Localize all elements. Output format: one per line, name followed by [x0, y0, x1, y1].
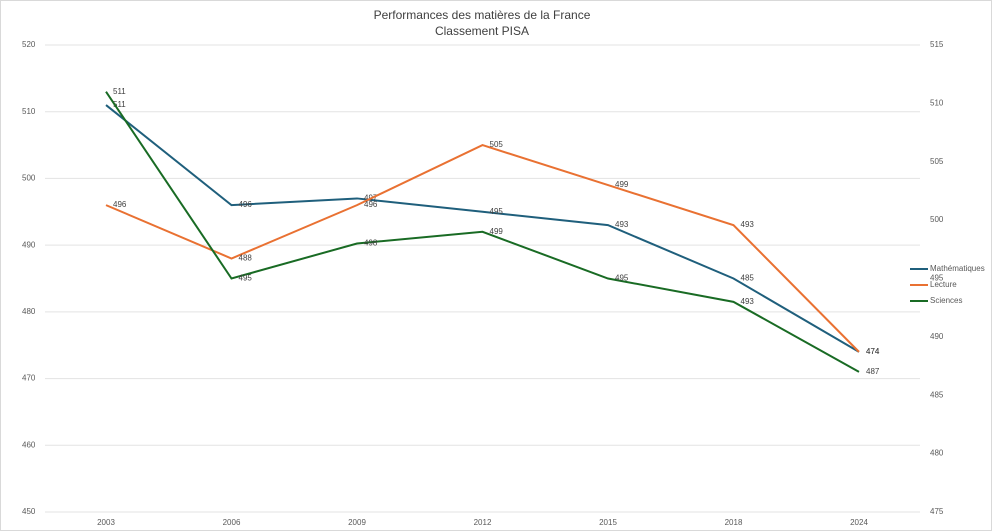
data-label: 495	[239, 274, 253, 283]
y-tick-label: 490	[22, 240, 36, 249]
data-label: 511	[113, 100, 126, 109]
y2-tick-label: 505	[930, 157, 944, 166]
data-label: 499	[490, 227, 504, 236]
x-tick-label: 2003	[97, 518, 115, 527]
y2-tick-label: 480	[930, 449, 944, 458]
y2-tick-label: 495	[930, 274, 944, 283]
data-label: 498	[364, 239, 378, 248]
data-label: 499	[615, 180, 629, 189]
x-tick-label: 2024	[850, 518, 868, 527]
data-label: 493	[615, 220, 629, 229]
chart-subtitle: Classement PISA	[435, 24, 529, 38]
y-tick-label: 480	[22, 307, 36, 316]
y2-tick-label: 485	[930, 390, 944, 399]
x-tick-label: 2018	[725, 518, 743, 527]
y-tick-label: 450	[22, 507, 36, 516]
data-label: 487	[866, 367, 880, 376]
series-line	[105, 143, 860, 353]
legend-label: Sciences	[930, 296, 962, 305]
data-label: 493	[741, 297, 755, 306]
y-tick-label: 460	[22, 440, 36, 449]
x-tick-label: 2015	[599, 518, 617, 527]
data-label: 496	[113, 200, 127, 209]
y-tick-label: 470	[22, 374, 36, 383]
data-label: 505	[490, 140, 504, 149]
legend-label: Lecture	[930, 280, 957, 289]
y-tick-label: 510	[22, 107, 36, 116]
data-label: 474	[866, 347, 880, 356]
y2-tick-label: 500	[930, 215, 944, 224]
data-label: 485	[741, 274, 755, 283]
series-line	[105, 91, 860, 373]
y-tick-label: 520	[22, 40, 36, 49]
y2-tick-label: 510	[930, 98, 944, 107]
data-label: 495	[490, 207, 504, 216]
data-label: 495	[615, 274, 629, 283]
chart-title: Performances des matières de la France	[374, 8, 591, 22]
data-label: 493	[741, 220, 755, 229]
data-label: 511	[113, 87, 126, 96]
legend-label: Mathématiques	[930, 264, 985, 273]
x-tick-label: 2006	[223, 518, 241, 527]
x-tick-label: 2009	[348, 518, 366, 527]
data-label: 474	[866, 347, 880, 356]
y2-tick-label: 490	[930, 332, 944, 341]
data-label: 488	[239, 254, 253, 263]
y-tick-label: 500	[22, 174, 36, 183]
series-line	[105, 104, 860, 353]
x-tick-label: 2012	[474, 518, 492, 527]
y2-tick-label: 515	[930, 40, 944, 49]
data-label: 496	[364, 200, 378, 209]
data-label: 496	[239, 200, 253, 209]
y2-tick-label: 475	[930, 507, 944, 516]
